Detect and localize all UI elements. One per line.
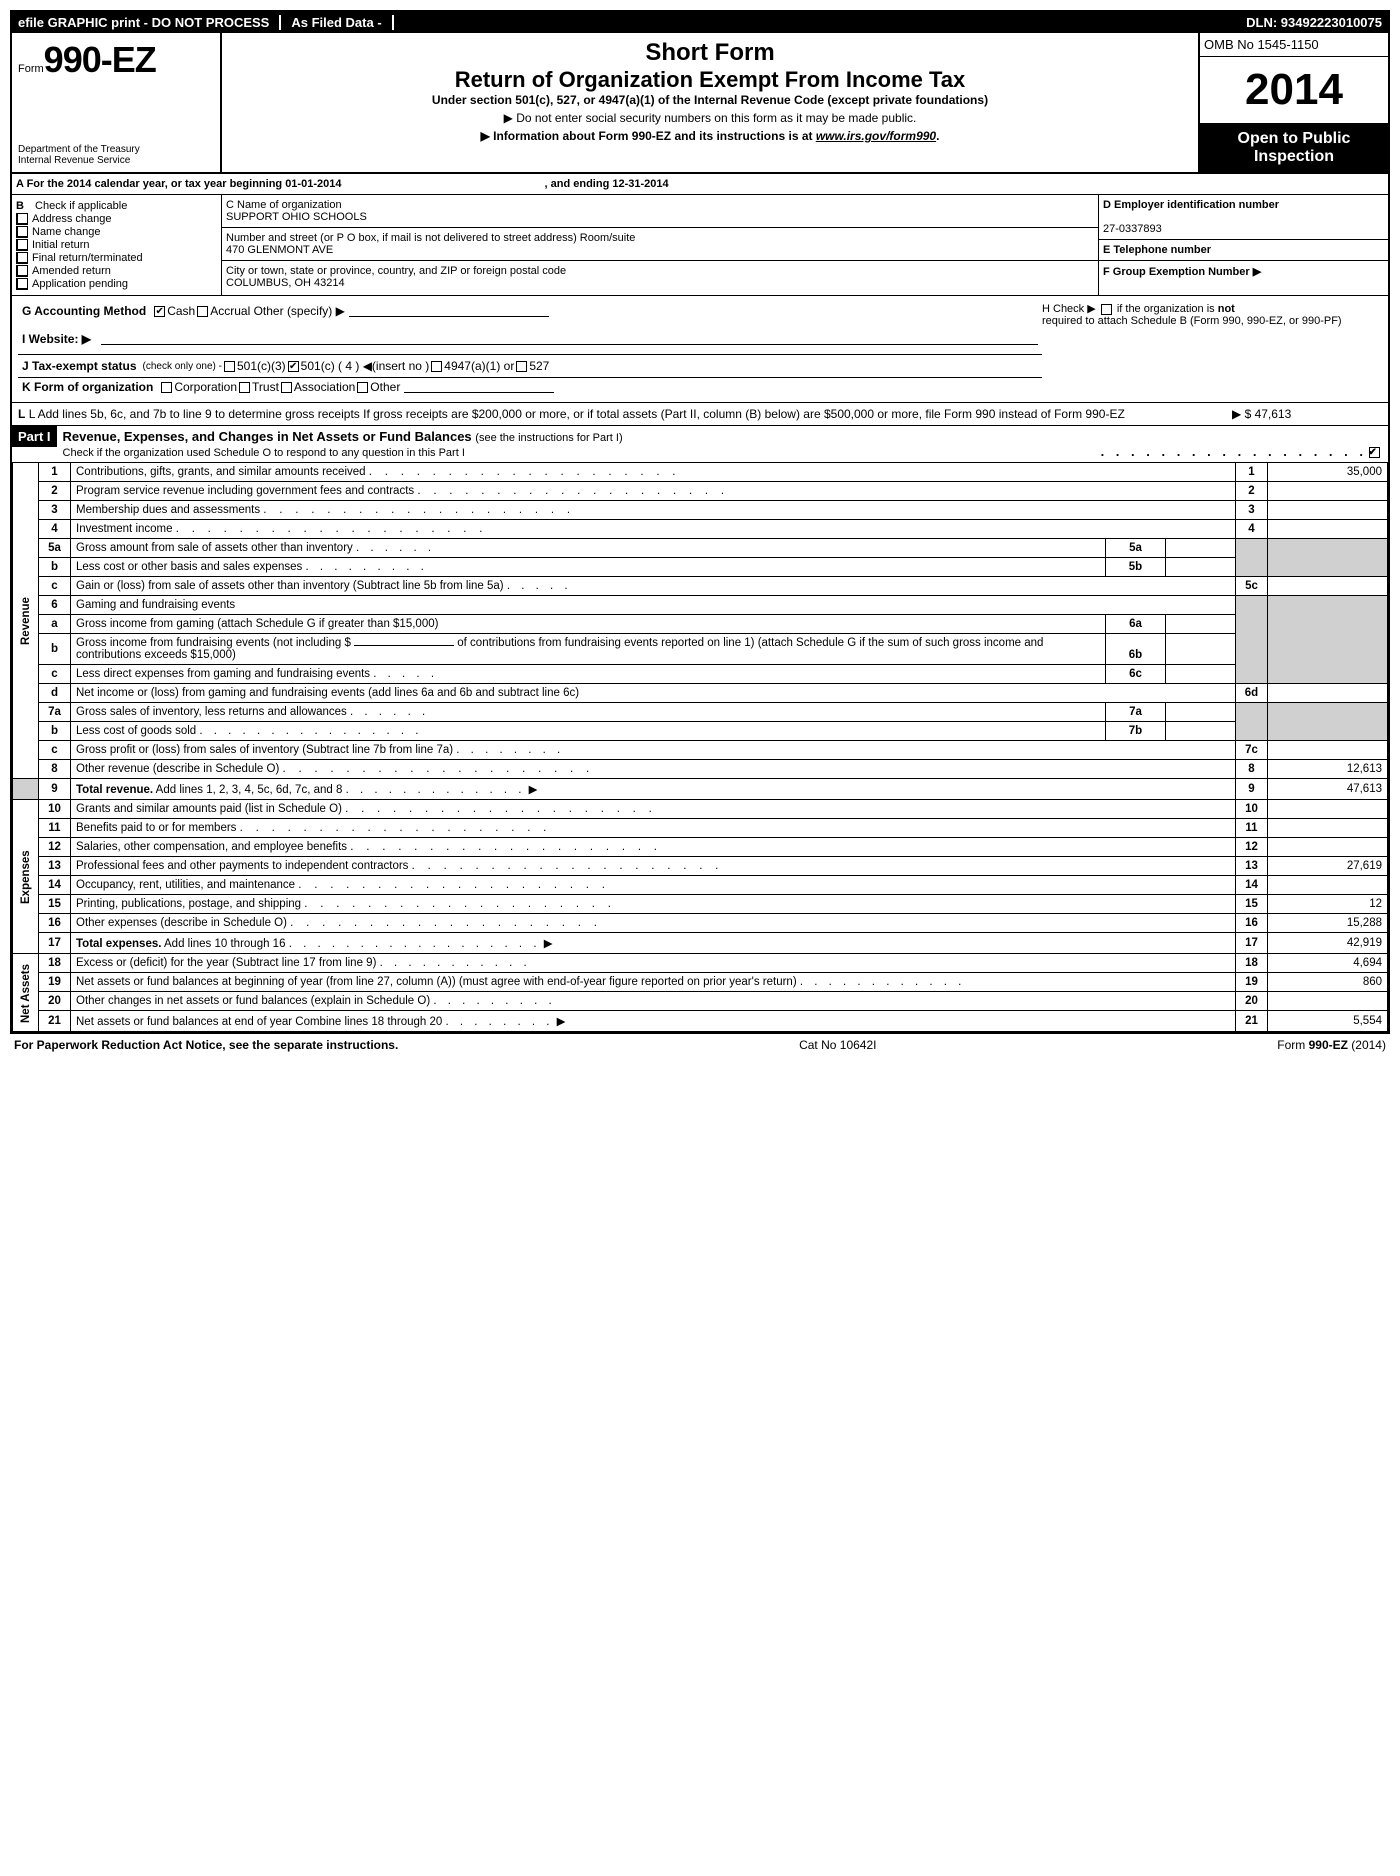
return-title: Return of Organization Exempt From Incom… bbox=[228, 67, 1192, 93]
check-name[interactable] bbox=[16, 226, 28, 238]
netassets-label: Net Assets bbox=[13, 954, 39, 1032]
subtitle: Under section 501(c), 527, or 4947(a)(1)… bbox=[432, 93, 988, 107]
check-501c[interactable] bbox=[288, 361, 299, 372]
open-public-2: Inspection bbox=[1206, 148, 1382, 166]
check-trust[interactable] bbox=[239, 382, 250, 393]
dln: DLN: 93492223010075 bbox=[1246, 15, 1382, 30]
check-4947[interactable] bbox=[431, 361, 442, 372]
addr-label: Number and street (or P O box, if mail i… bbox=[226, 232, 1094, 244]
note-ssn: ▶ Do not enter social security numbers o… bbox=[228, 111, 1192, 125]
short-form-title: Short Form bbox=[228, 39, 1192, 67]
f-label: F Group Exemption Number ▶ bbox=[1103, 266, 1261, 278]
check-other[interactable] bbox=[357, 382, 368, 393]
line-l: L L Add lines 5b, 6c, and 7b to line 9 t… bbox=[12, 403, 1388, 425]
check-527[interactable] bbox=[516, 361, 527, 372]
tax-year: 2014 bbox=[1200, 57, 1388, 124]
check-corp[interactable] bbox=[161, 382, 172, 393]
check-assoc[interactable] bbox=[281, 382, 292, 393]
ein: 27-0337893 bbox=[1103, 223, 1162, 235]
revenue-label: Revenue bbox=[13, 463, 39, 779]
org-name: SUPPORT OHIO SCHOOLS bbox=[226, 211, 1094, 223]
part1-header: Part I Revenue, Expenses, and Changes in… bbox=[12, 425, 1388, 462]
section-a-block: B Check if applicable Address change Nam… bbox=[12, 195, 1388, 296]
open-public-1: Open to Public bbox=[1206, 130, 1382, 148]
check-pending[interactable] bbox=[16, 278, 28, 290]
calendar-year-row: A For the 2014 calendar year, or tax yea… bbox=[12, 174, 1388, 195]
check-cash[interactable] bbox=[154, 306, 165, 317]
as-filed: As Filed Data - bbox=[281, 15, 393, 30]
omb-number: OMB No 1545-1150 bbox=[1200, 33, 1388, 57]
check-address[interactable] bbox=[16, 213, 28, 225]
d-label: D Employer identification number bbox=[1103, 199, 1279, 211]
e-label: E Telephone number bbox=[1103, 244, 1211, 256]
form-ref: Form 990-EZ (2014) bbox=[1277, 1038, 1386, 1052]
top-bar: efile GRAPHIC print - DO NOT PROCESS As … bbox=[12, 12, 1388, 33]
form-prefix: Form bbox=[18, 63, 44, 75]
check-final[interactable] bbox=[16, 252, 28, 264]
city: COLUMBUS, OH 43214 bbox=[226, 277, 1094, 289]
check-accrual[interactable] bbox=[197, 306, 208, 317]
check-amended[interactable] bbox=[16, 265, 28, 277]
dept-treasury: Department of the Treasury bbox=[18, 144, 214, 155]
check-part1-scho[interactable] bbox=[1369, 447, 1380, 458]
dept-irs: Internal Revenue Service bbox=[18, 155, 214, 166]
part1-table: Revenue 1Contributions, gifts, grants, a… bbox=[12, 462, 1388, 1032]
note-info-pre: ▶ Information about Form 990-EZ and its … bbox=[481, 129, 816, 143]
gh-section: G Accounting Method Cash Accrual Other (… bbox=[12, 296, 1388, 403]
check-501c3[interactable] bbox=[224, 361, 235, 372]
form-number: 990-EZ bbox=[44, 39, 156, 81]
form-container: efile GRAPHIC print - DO NOT PROCESS As … bbox=[10, 10, 1390, 1034]
city-label: City or town, state or province, country… bbox=[226, 265, 1094, 277]
check-h[interactable] bbox=[1101, 304, 1112, 315]
check-initial[interactable] bbox=[16, 239, 28, 251]
footer: For Paperwork Reduction Act Notice, see … bbox=[10, 1034, 1390, 1056]
form-header: Form 990-EZ Department of the Treasury I… bbox=[12, 33, 1388, 174]
paperwork-notice: For Paperwork Reduction Act Notice, see … bbox=[14, 1038, 398, 1052]
cat-no: Cat No 10642I bbox=[799, 1038, 876, 1052]
irs-link[interactable]: www.irs.gov/form990 bbox=[816, 129, 936, 143]
c-label: C Name of organization bbox=[226, 199, 1094, 211]
addr: 470 GLENMONT AVE bbox=[226, 244, 1094, 256]
efile-notice: efile GRAPHIC print - DO NOT PROCESS bbox=[18, 15, 281, 30]
expenses-label: Expenses bbox=[13, 800, 39, 954]
